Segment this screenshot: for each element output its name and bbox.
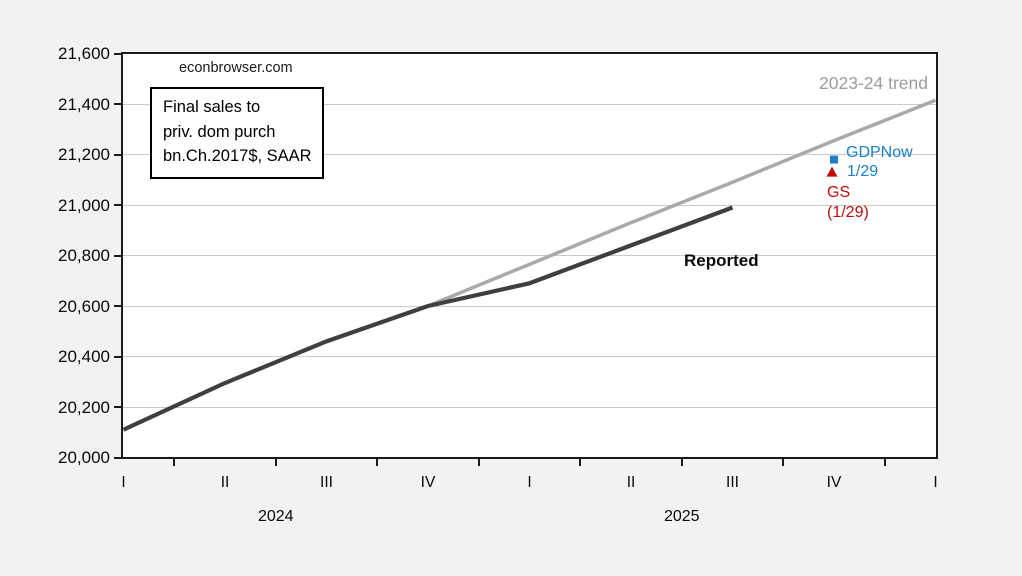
x-tick-label: III bbox=[726, 474, 739, 491]
gdpnow-annotation-line2: 1/29 bbox=[847, 163, 879, 180]
y-tick-label: 20,200 bbox=[58, 397, 110, 417]
y-tick-label: 20,600 bbox=[58, 296, 110, 316]
y-gridline bbox=[123, 305, 936, 307]
y-tick-label: 21,400 bbox=[58, 94, 110, 114]
y-gridline bbox=[123, 154, 936, 155]
y-axis-tick bbox=[113, 305, 122, 307]
y-gridline bbox=[123, 356, 936, 357]
y-tick-label: 20,400 bbox=[58, 347, 110, 366]
x-tick-label: I bbox=[121, 474, 126, 491]
reported-line bbox=[122, 205, 734, 432]
y-tick-label: 20,000 bbox=[58, 448, 110, 467]
y-gridline bbox=[123, 103, 936, 105]
y-axis-tick bbox=[113, 153, 122, 156]
x-year-label: 2024 bbox=[257, 508, 294, 525]
watermark-text: econbrowser.com bbox=[179, 60, 293, 76]
x-tick-label: IV bbox=[826, 474, 842, 491]
trend-line bbox=[427, 98, 937, 308]
y-axis-tick bbox=[113, 204, 122, 206]
reported-line-label: Reported bbox=[684, 251, 759, 270]
x-axis-tick bbox=[579, 459, 582, 466]
x-axis-tick bbox=[680, 459, 683, 466]
gs-annotation-line2: (1/29) bbox=[827, 204, 869, 221]
info-box-line: bn.Ch.2017$, SAAR bbox=[163, 147, 312, 165]
y-axis-tick bbox=[113, 406, 122, 408]
y-axis-tick bbox=[113, 103, 122, 105]
gdpnow-marker bbox=[830, 155, 838, 164]
x-tick-label: I bbox=[933, 474, 938, 491]
gs-marker bbox=[826, 166, 838, 177]
y-tick-label: 21,000 bbox=[58, 195, 110, 215]
y-gridline bbox=[123, 406, 936, 408]
y-tick-label: 20,800 bbox=[58, 246, 110, 265]
x-tick-label: II bbox=[220, 474, 230, 491]
gdpnow-annotation-line1: GDPNow bbox=[846, 144, 913, 161]
info-box-line: priv. dom purch bbox=[163, 122, 276, 141]
x-tick-label: III bbox=[320, 474, 333, 491]
x-tick-label: IV bbox=[420, 474, 436, 491]
y-gridline bbox=[123, 255, 936, 256]
y-axis-tick bbox=[113, 456, 122, 459]
x-year-label: 2025 bbox=[663, 508, 700, 525]
y-axis-tick bbox=[113, 355, 122, 358]
trend-line-label: 2023-24 trend bbox=[819, 73, 928, 93]
x-axis-tick bbox=[173, 459, 176, 466]
x-tick-label: II bbox=[626, 474, 636, 491]
y-tick-label: 21,600 bbox=[58, 44, 110, 63]
x-tick-label: I bbox=[527, 474, 532, 491]
info-box: Final sales to priv. dom purch bn.Ch.201… bbox=[150, 87, 324, 179]
y-tick-label: 21,200 bbox=[58, 145, 110, 164]
chart-series-layer bbox=[122, 98, 937, 432]
x-axis-tick bbox=[782, 459, 785, 466]
info-box-line: Final sales to bbox=[163, 98, 261, 116]
x-axis-tick bbox=[883, 459, 886, 466]
y-axis-tick bbox=[113, 52, 122, 55]
y-axis-tick bbox=[113, 254, 122, 257]
x-axis-tick bbox=[376, 459, 379, 466]
x-axis-tick bbox=[477, 459, 480, 466]
y-gridline bbox=[123, 204, 936, 206]
x-axis-tick bbox=[274, 459, 277, 466]
gs-annotation-line1: GS bbox=[827, 184, 851, 201]
